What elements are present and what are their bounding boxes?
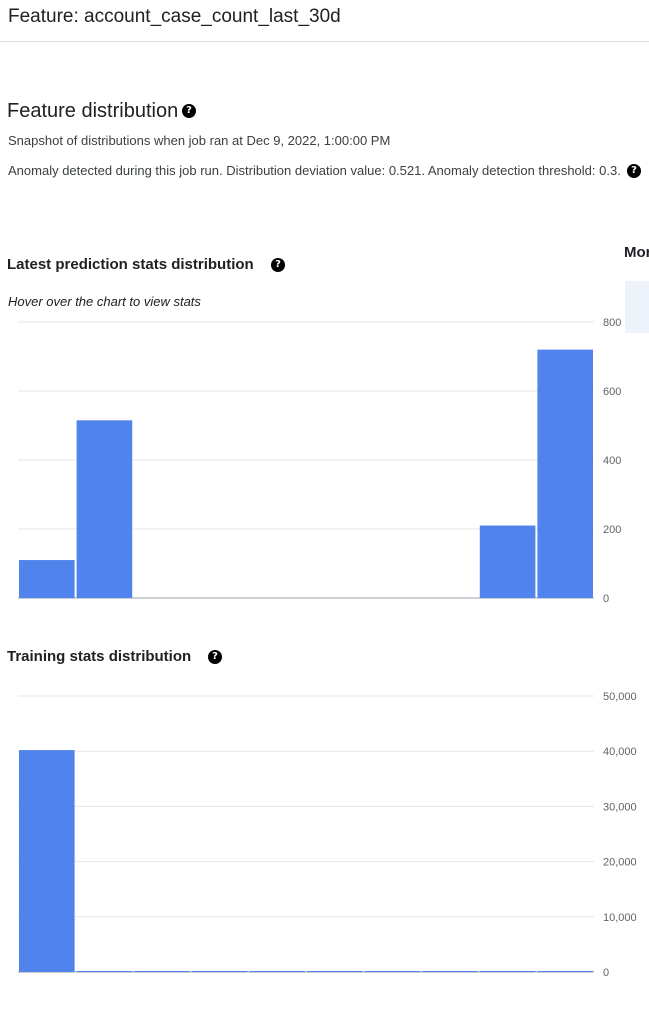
- snapshot-text: Snapshot of distributions when job ran a…: [8, 133, 391, 148]
- prediction-ytick-label: 600: [603, 386, 621, 398]
- training-bar[interactable]: [537, 971, 593, 972]
- anomaly-help-icon[interactable]: ?: [627, 164, 641, 178]
- prediction-ytick-label: 400: [603, 455, 621, 467]
- prediction-hover-hint: Hover over the chart to view stats: [8, 294, 201, 309]
- training-bar[interactable]: [249, 971, 305, 972]
- training-stats-chart[interactable]: 0 10,000 20,000 30,000 40,000 50,000: [0, 685, 649, 985]
- training-bar[interactable]: [134, 971, 190, 972]
- prediction-bar[interactable]: [19, 560, 75, 598]
- page-title: Feature: account_case_count_last_30d: [8, 6, 341, 27]
- training-chart-title: Training stats distribution: [7, 648, 192, 665]
- side-panel: [625, 281, 649, 333]
- page-header: Feature: account_case_count_last_30d: [0, 0, 649, 42]
- training-ytick-label: 20,000: [603, 857, 637, 869]
- prediction-bar[interactable]: [537, 349, 593, 598]
- prediction-bar[interactable]: [76, 420, 133, 598]
- training-ytick-label: 10,000: [603, 912, 637, 924]
- prediction-ytick-label: 0: [603, 593, 609, 605]
- training-bar[interactable]: [422, 971, 478, 972]
- training-chart-help-icon[interactable]: ?: [208, 650, 222, 664]
- side-panel-label: Mor: [624, 244, 649, 261]
- prediction-stats-chart[interactable]: 0 200 400 600 800: [0, 310, 649, 610]
- prediction-chart-title: Latest prediction stats distribution: [7, 256, 254, 273]
- training-ytick-label: 50,000: [603, 691, 637, 703]
- prediction-ytick-label: 800: [603, 317, 621, 329]
- training-ytick-label: 0: [603, 967, 609, 979]
- training-bar[interactable]: [364, 971, 421, 972]
- training-bar[interactable]: [191, 971, 248, 972]
- training-bar[interactable]: [479, 971, 536, 972]
- feature-distribution-title: Feature distribution: [7, 100, 179, 122]
- training-ytick-label: 40,000: [603, 746, 637, 758]
- prediction-ytick-label: 200: [603, 524, 621, 536]
- training-ytick-label: 30,000: [603, 801, 637, 813]
- training-bar[interactable]: [19, 750, 75, 972]
- prediction-chart-help-icon[interactable]: ?: [271, 258, 285, 272]
- prediction-bar[interactable]: [479, 525, 536, 598]
- training-bar[interactable]: [76, 971, 133, 972]
- feature-distribution-help-icon[interactable]: ?: [182, 104, 196, 118]
- anomaly-text: Anomaly detected during this job run. Di…: [8, 163, 621, 178]
- training-bar[interactable]: [307, 971, 363, 972]
